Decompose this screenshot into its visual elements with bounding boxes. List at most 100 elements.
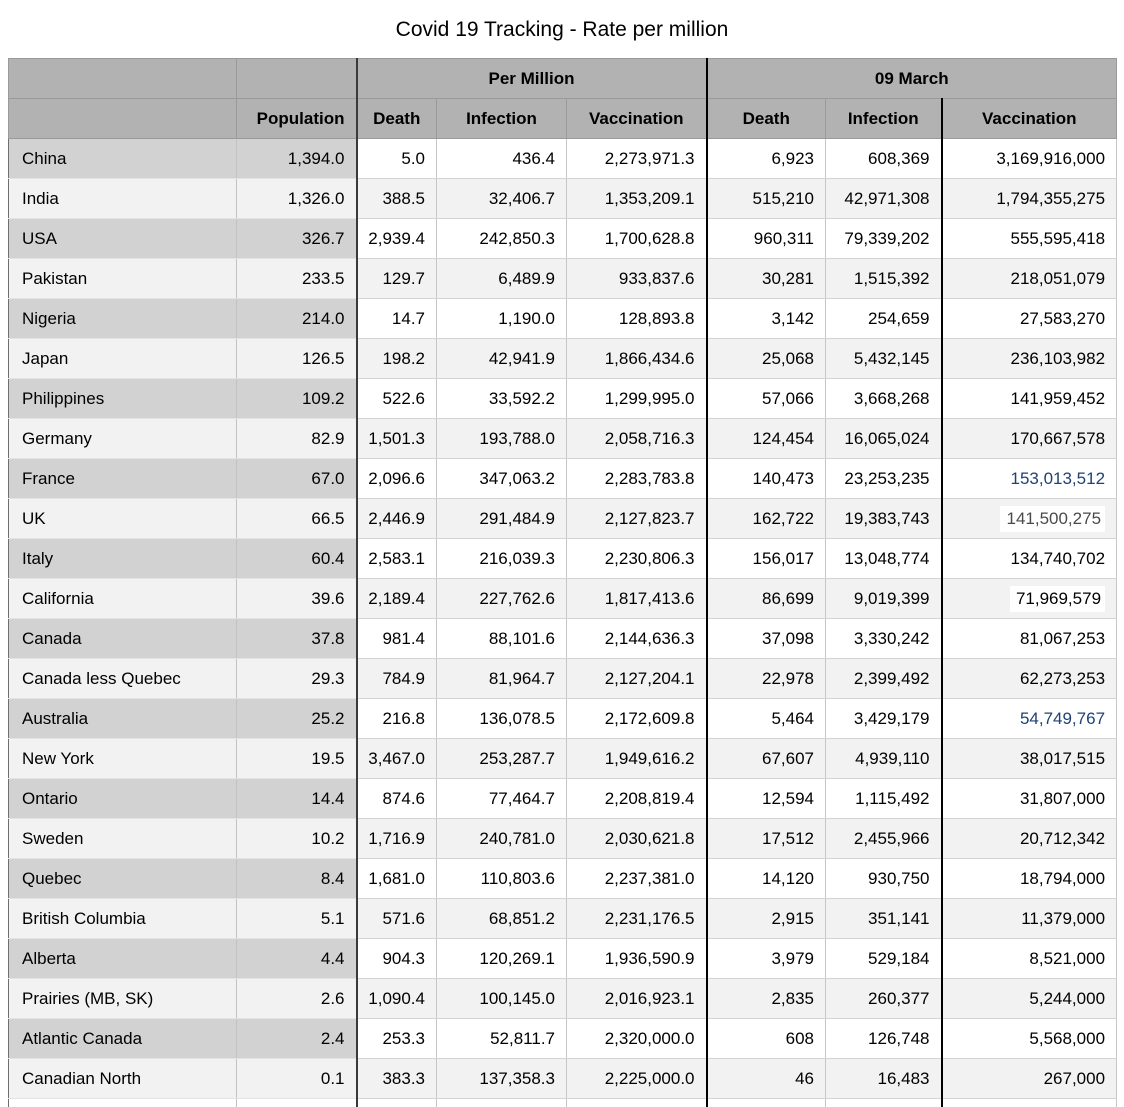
data-cell[interactable] xyxy=(825,1098,942,1107)
data-cell[interactable]: 136,078.5 xyxy=(436,698,567,739)
data-cell[interactable] xyxy=(705,1098,826,1107)
data-cell[interactable]: 42,941.9 xyxy=(436,338,567,379)
data-cell[interactable]: 31,807,000 xyxy=(940,778,1118,819)
data-cell[interactable]: 2,096.6 xyxy=(355,458,437,499)
data-cell[interactable]: 88,101.6 xyxy=(436,618,567,659)
data-cell[interactable]: 9,019,399 xyxy=(825,578,942,619)
data-cell[interactable]: 874.6 xyxy=(355,778,437,819)
row-label-cell[interactable]: India xyxy=(8,178,237,219)
data-cell[interactable]: 60.4 xyxy=(236,538,357,579)
data-cell[interactable]: 14.7 xyxy=(355,298,437,339)
data-cell[interactable]: 12,594 xyxy=(705,778,826,819)
group-header-09-march[interactable]: 09 March xyxy=(705,58,1118,99)
data-cell[interactable]: 141,500,275 xyxy=(940,498,1118,539)
data-cell[interactable]: 216.8 xyxy=(355,698,437,739)
row-label-cell[interactable]: USA xyxy=(8,218,237,259)
group-header-per-million[interactable]: Per Million xyxy=(355,58,707,99)
corner-cell-blank[interactable] xyxy=(236,58,357,99)
data-cell[interactable]: 4,939,110 xyxy=(825,738,942,779)
data-cell[interactable]: 2,455,966 xyxy=(825,818,942,859)
data-cell[interactable]: 68,851.2 xyxy=(436,898,567,939)
data-cell[interactable]: 37,098 xyxy=(705,618,826,659)
data-cell[interactable]: 42,971,308 xyxy=(825,178,942,219)
data-cell[interactable]: 39.6 xyxy=(236,578,357,619)
data-cell[interactable]: 8.4 xyxy=(236,858,357,899)
data-cell[interactable]: 153,013,512 xyxy=(940,458,1118,499)
column-header-m9-infection[interactable]: Infection xyxy=(825,98,942,139)
data-cell[interactable]: 1,353,209.1 xyxy=(566,178,707,219)
data-cell[interactable]: 5,464 xyxy=(705,698,826,739)
row-label-cell[interactable]: Canadian North xyxy=(8,1058,237,1099)
data-cell[interactable]: 227,762.6 xyxy=(436,578,567,619)
data-cell[interactable]: 14.4 xyxy=(236,778,357,819)
data-cell[interactable]: 23,253,235 xyxy=(825,458,942,499)
data-cell[interactable]: 3,979 xyxy=(705,938,826,979)
row-label-cell[interactable]: Canada less Quebec xyxy=(8,658,237,699)
data-cell[interactable]: 1,115,492 xyxy=(825,778,942,819)
column-header-m9-vaccination[interactable]: Vaccination xyxy=(940,98,1118,139)
data-cell[interactable]: 27,583,270 xyxy=(940,298,1118,339)
data-cell[interactable]: 233.5 xyxy=(236,258,357,299)
data-cell[interactable]: 10.2 xyxy=(236,818,357,859)
data-cell[interactable]: 14,120 xyxy=(705,858,826,899)
data-cell[interactable]: 2,915 xyxy=(705,898,826,939)
data-cell[interactable]: 3,330,242 xyxy=(825,618,942,659)
data-cell[interactable] xyxy=(355,1098,437,1107)
data-cell[interactable]: 30,281 xyxy=(705,258,826,299)
data-cell[interactable]: 291,484.9 xyxy=(436,498,567,539)
data-cell[interactable]: 981.4 xyxy=(355,618,437,659)
data-cell[interactable]: 32,406.7 xyxy=(436,178,567,219)
data-cell[interactable]: 240,781.0 xyxy=(436,818,567,859)
data-cell[interactable]: 2,939.4 xyxy=(355,218,437,259)
data-cell[interactable]: 960,311 xyxy=(705,218,826,259)
data-cell[interactable]: 2,058,716.3 xyxy=(566,418,707,459)
data-cell[interactable]: 8,521,000 xyxy=(940,938,1118,979)
data-cell[interactable]: 162,722 xyxy=(705,498,826,539)
row-label-cell[interactable]: Nigeria xyxy=(8,298,237,339)
data-cell[interactable]: 267,000 xyxy=(940,1058,1118,1099)
row-label-cell[interactable]: Sweden xyxy=(8,818,237,859)
data-cell[interactable]: 2,127,823.7 xyxy=(566,498,707,539)
row-label-cell[interactable]: New York xyxy=(8,738,237,779)
data-cell[interactable]: 0.1 xyxy=(236,1058,357,1099)
data-cell[interactable]: 1,794,355,275 xyxy=(940,178,1118,219)
data-cell[interactable]: 1,949,616.2 xyxy=(566,738,707,779)
row-label-cell[interactable]: Atlantic Canada xyxy=(8,1018,237,1059)
data-cell[interactable]: 5.1 xyxy=(236,898,357,939)
data-cell[interactable]: 2,273,971.3 xyxy=(566,138,707,179)
data-cell[interactable]: 933,837.6 xyxy=(566,258,707,299)
data-cell[interactable]: 2,399,492 xyxy=(825,658,942,699)
data-cell[interactable]: 236,103,982 xyxy=(940,338,1118,379)
data-cell[interactable]: 25,068 xyxy=(705,338,826,379)
data-cell[interactable]: 1,866,434.6 xyxy=(566,338,707,379)
data-cell[interactable]: 347,063.2 xyxy=(436,458,567,499)
data-cell[interactable]: 608,369 xyxy=(825,138,942,179)
row-label-cell[interactable]: Australia xyxy=(8,698,237,739)
data-cell[interactable]: 2.6 xyxy=(236,978,357,1019)
data-cell[interactable]: 388.5 xyxy=(355,178,437,219)
data-cell[interactable]: 6,489.9 xyxy=(436,258,567,299)
data-cell[interactable]: 16,065,024 xyxy=(825,418,942,459)
data-cell[interactable]: 67.0 xyxy=(236,458,357,499)
data-cell[interactable]: 109.2 xyxy=(236,378,357,419)
data-cell[interactable]: 214.0 xyxy=(236,298,357,339)
data-cell[interactable]: 193,788.0 xyxy=(436,418,567,459)
data-cell[interactable]: 2,225,000.0 xyxy=(566,1058,707,1099)
data-cell[interactable]: 2,230,806.3 xyxy=(566,538,707,579)
data-cell[interactable]: 529,184 xyxy=(825,938,942,979)
data-cell[interactable]: 137,358.3 xyxy=(436,1058,567,1099)
data-cell[interactable]: 129.7 xyxy=(355,258,437,299)
row-label-cell[interactable]: Prairies (MB, SK) xyxy=(8,978,237,1019)
data-cell[interactable]: 1,299,995.0 xyxy=(566,378,707,419)
data-cell[interactable]: 253,287.7 xyxy=(436,738,567,779)
data-cell[interactable]: 128,893.8 xyxy=(566,298,707,339)
row-label-cell[interactable]: France xyxy=(8,458,237,499)
data-cell[interactable]: 3,169,916,000 xyxy=(940,138,1118,179)
row-label-cell[interactable]: Germany xyxy=(8,418,237,459)
data-cell[interactable]: 19,383,743 xyxy=(825,498,942,539)
data-cell[interactable]: 86,699 xyxy=(705,578,826,619)
row-label-cell[interactable]: Philippines xyxy=(8,378,237,419)
data-cell[interactable]: 29.3 xyxy=(236,658,357,699)
row-label-cell[interactable]: Ontario xyxy=(8,778,237,819)
data-cell[interactable]: 2,283,783.8 xyxy=(566,458,707,499)
